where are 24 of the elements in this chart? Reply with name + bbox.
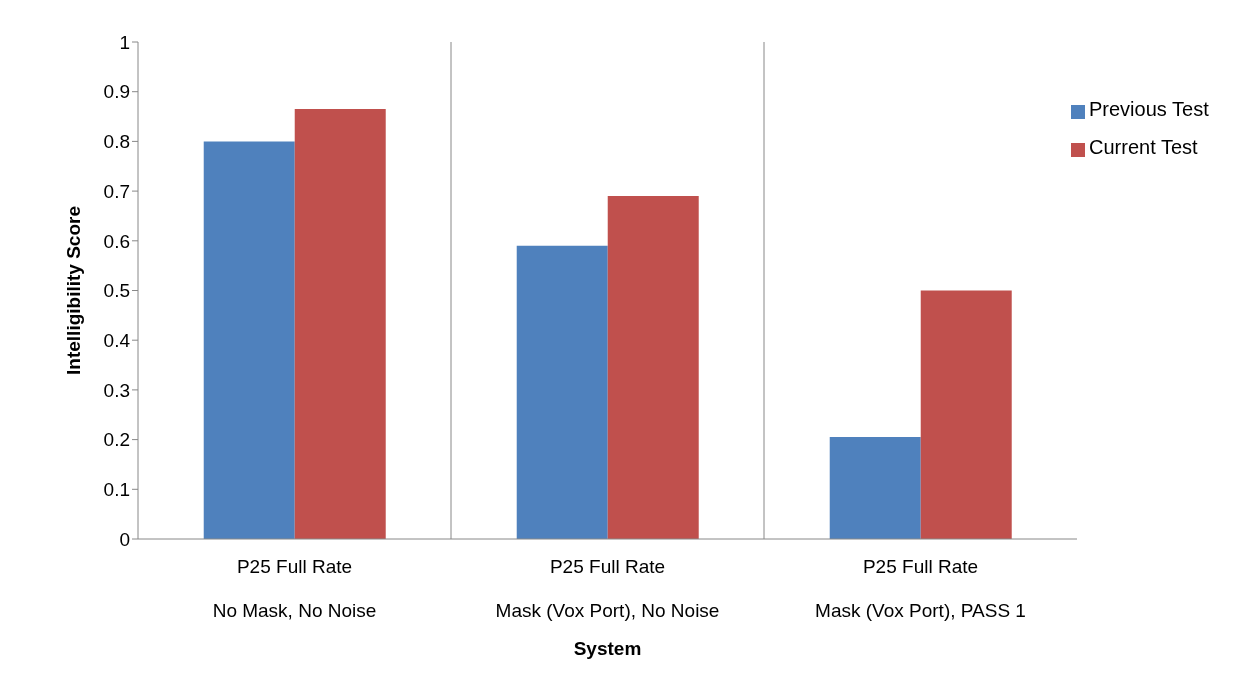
y-tick-label: 0.9 — [103, 81, 130, 103]
y-tick-label: 0.2 — [103, 429, 130, 451]
y-tick-label: 0.4 — [103, 329, 131, 351]
category-label: P25 Full Rate Mask (Vox Port), No Noise — [495, 556, 720, 621]
y-tick-label: 0.5 — [103, 280, 130, 302]
y-tick-label: 0 — [119, 528, 130, 550]
y-tick-label: 1 — [119, 31, 130, 53]
bar — [920, 290, 1012, 539]
bar — [607, 196, 699, 539]
bar — [829, 437, 921, 539]
y-tick-label: 0.6 — [103, 230, 130, 252]
bar — [294, 109, 386, 539]
y-tick-label: 0.1 — [103, 479, 130, 501]
bar — [203, 141, 295, 539]
category-label: P25 Full Rate No Mask, No Noise — [212, 556, 377, 621]
y-axis-title: Intelligibility Score — [62, 206, 84, 375]
bar — [516, 245, 608, 539]
y-tick-label: 0.7 — [103, 180, 130, 202]
legend-label: Previous Test — [1089, 98, 1209, 120]
category-label: P25 Full Rate Mask (Vox Port), PASS 1 — [815, 556, 1026, 621]
legend-label: Current Test — [1089, 136, 1198, 158]
y-tick-label: 0.3 — [103, 379, 130, 401]
y-tick-label: 0.8 — [103, 131, 130, 153]
x-axis-title: System — [573, 638, 642, 659]
